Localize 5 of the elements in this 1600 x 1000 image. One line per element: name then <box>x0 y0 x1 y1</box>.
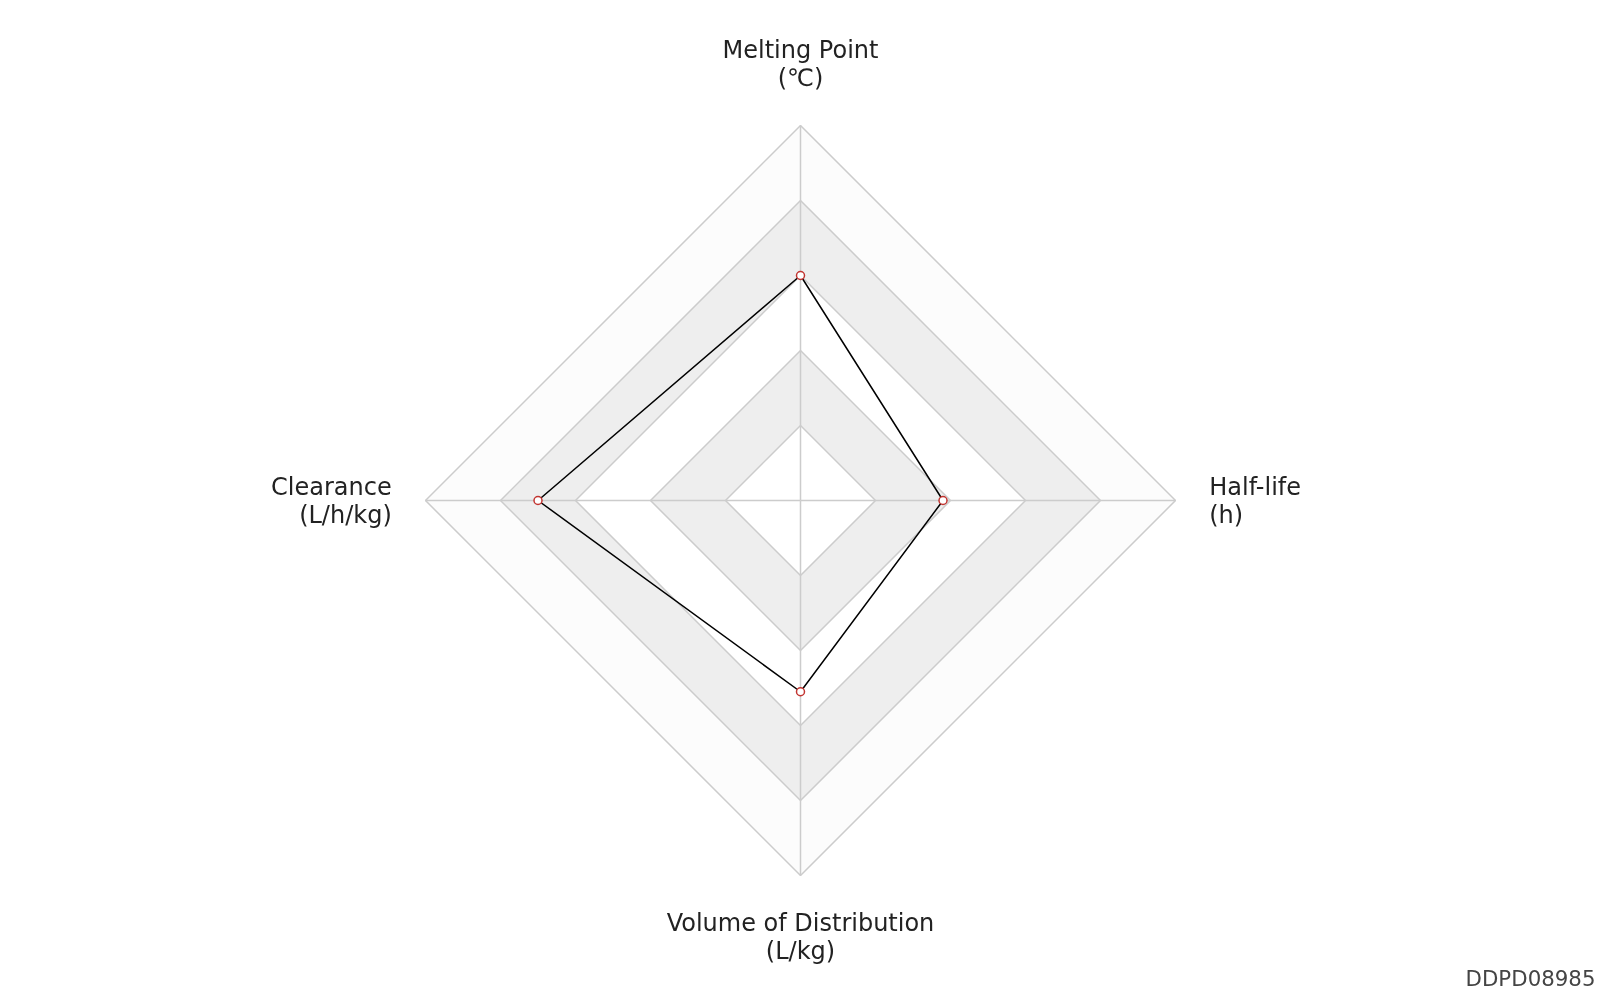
spoke-label: Clearance (L/h/kg) <box>271 472 392 529</box>
spoke-label: Half-life (h) <box>1209 472 1302 529</box>
spoke-label: Volume of Distribution (L/kg) <box>666 909 935 966</box>
spoke-label: Melting Point (℃) <box>722 35 879 92</box>
text: DDPD08985 <box>1465 965 1596 991</box>
